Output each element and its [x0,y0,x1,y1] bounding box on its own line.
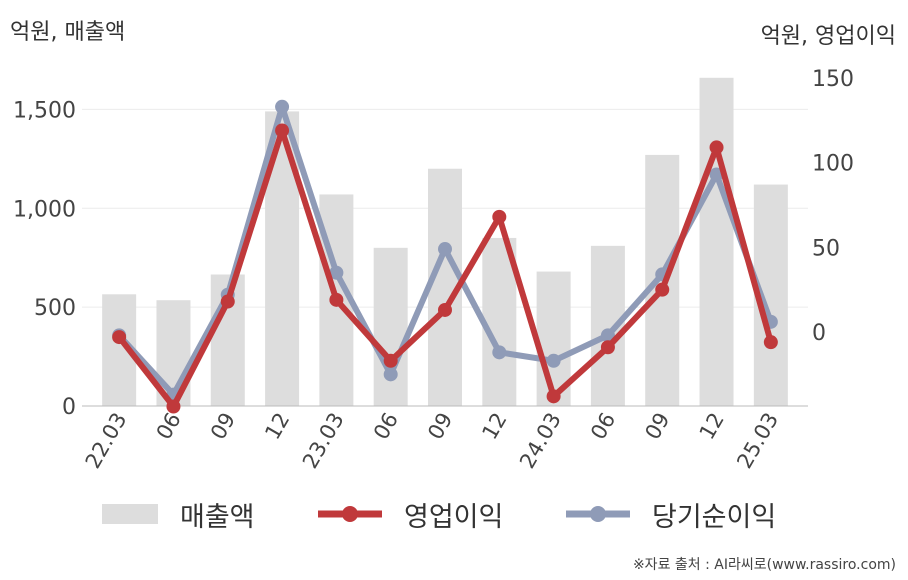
x-tick-label-10: 09 [640,409,674,444]
series-1-point-3 [275,99,290,114]
series-0-point-10 [655,282,670,297]
left-tick-label-3: 1,500 [13,98,76,123]
legend-label-net: 당기순이익 [652,501,777,533]
series-1-point-5 [383,367,398,382]
legend-swatch-bar [102,504,158,524]
right-tick-label-0: 0 [812,321,826,346]
series-1-point-4 [329,265,344,280]
series-1-point-8 [546,353,561,368]
sales-bar-7 [482,237,517,406]
x-tick-label-6: 09 [423,409,457,444]
legend: 매출액 영업이익 당기순이익 [0,492,908,536]
x-tick-label-7: 12 [477,409,511,444]
x-tick-label-4: 23.03 [298,409,349,473]
series-0-point-11 [709,140,724,155]
legend-label-operating: 영업이익 [404,501,504,533]
sales-bars [102,77,788,407]
right-tick-label-3: 150 [812,67,854,92]
x-tick-label-2: 09 [206,409,240,444]
legend-swatch-net [566,506,630,522]
x-tick-label-0: 22.03 [81,409,132,473]
right-tick-label-2: 100 [812,152,854,177]
profit-lines [112,99,778,414]
x-tick-label-12: 25.03 [732,409,783,473]
series-0-point-1 [166,399,181,414]
legend-item-net: 당기순이익 [566,492,776,536]
series-1-point-6 [438,242,452,257]
series-1-point-7 [492,345,507,360]
right-tick-label-1: 50 [812,236,840,261]
legend-swatch-operating [318,506,382,522]
left-tick-label-1: 500 [34,296,76,321]
series-0-point-8 [546,389,561,404]
left-tick-label-2: 1,000 [13,197,76,222]
series-0-point-9 [600,340,615,355]
x-tick-label-5: 06 [369,409,403,444]
series-0-point-12 [763,335,778,350]
series-1-point-9 [600,328,615,343]
right-axis-label: 억원, 영업이익 [760,24,896,49]
series-0-point-5 [383,353,398,368]
legend-label-sales: 매출액 [180,501,255,533]
source-credit: ※자료 출처 : AI라씨로(www.rassiro.com) [632,557,896,573]
x-tick-label-1: 06 [152,409,186,444]
left-tick-label-0: 0 [62,395,76,420]
series-0-point-6 [438,302,452,317]
x-axis-ticks: 22.03 06 09 12 23.03 06 09 12 24.03 06 09 12 25.03 [81,409,784,473]
sales-bar-11 [699,77,734,407]
series-0-point-4 [329,292,344,307]
x-tick-label-8: 24.03 [515,409,566,473]
series-0-point-2 [220,294,235,309]
x-tick-label-11: 12 [695,409,729,444]
x-tick-label-3: 12 [260,409,294,444]
series-0-point-0 [112,330,127,345]
series-0-point-7 [492,209,507,224]
left-axis-label: 억원, 매출액 [10,20,126,45]
legend-item-operating: 영업이익 [318,492,503,536]
series-0-point-3 [275,123,290,138]
sales-bar-5 [373,247,408,406]
left-axis-ticks: 0 500 1,000 1,500 [13,98,76,420]
right-axis-ticks: 0 50 100 150 [812,67,854,346]
x-tick-label-9: 06 [586,409,620,444]
legend-item-sales: 매출액 [102,492,255,536]
